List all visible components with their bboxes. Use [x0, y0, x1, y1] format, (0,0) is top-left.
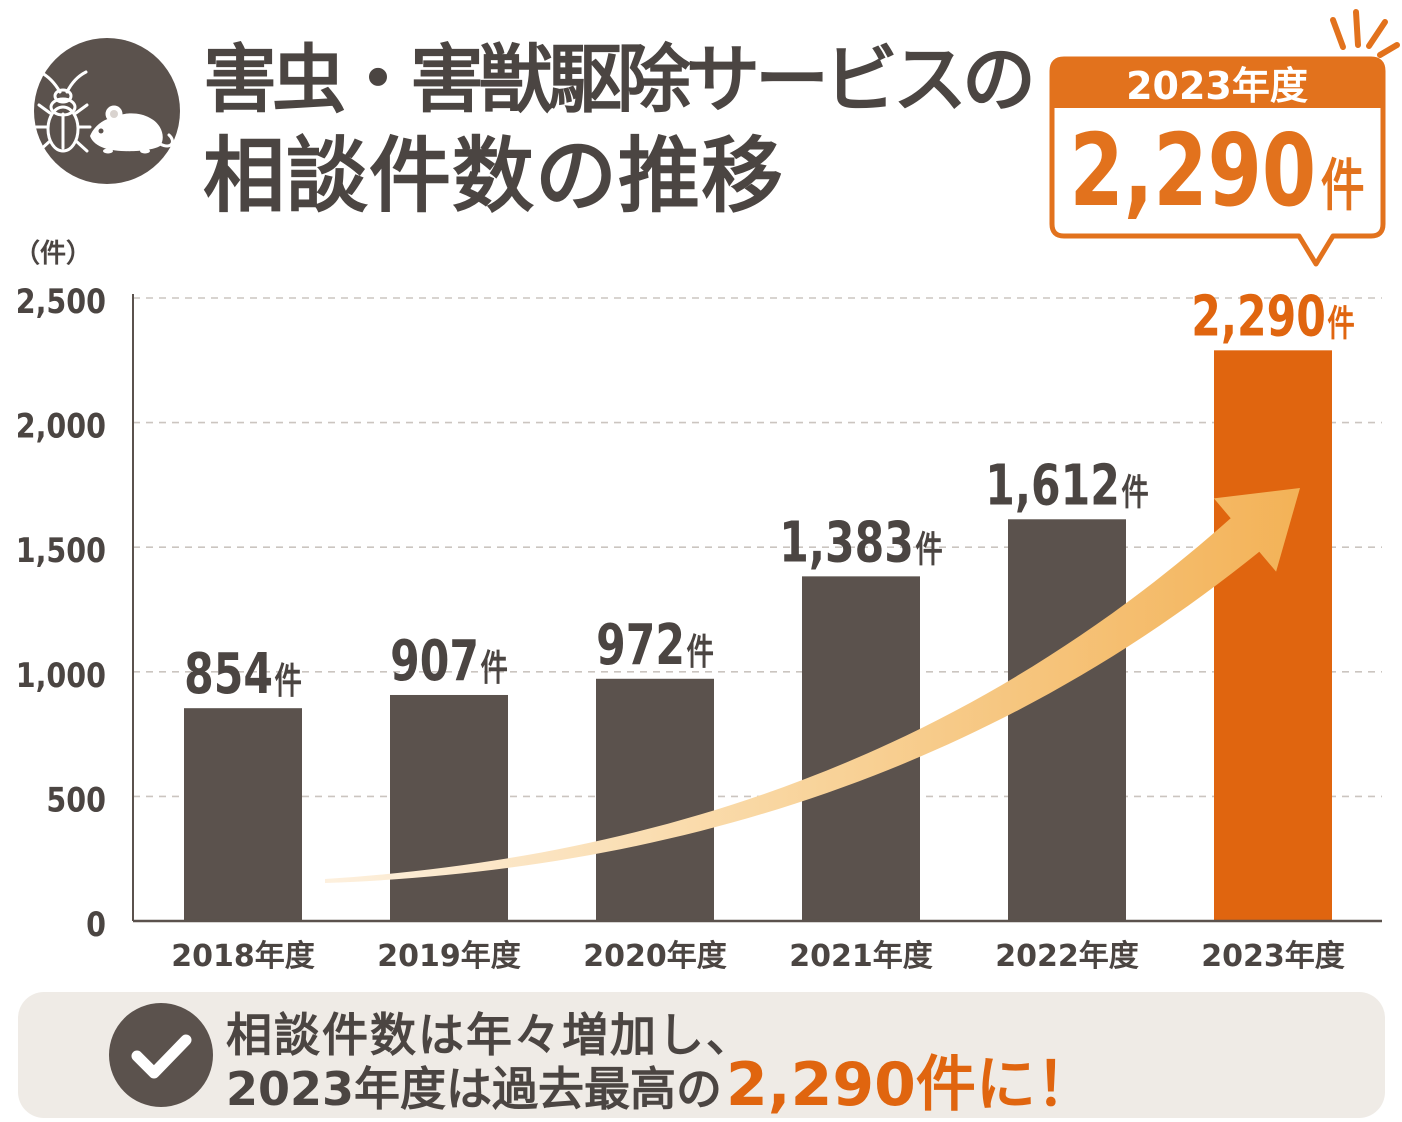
- summary-line-2-group: 2023年度は過去最高の2,290件に！: [226, 1050, 1096, 1120]
- header-pest-icon: [34, 38, 180, 184]
- y-tick-label: 0: [86, 906, 106, 945]
- bar-value-text: 1,612件: [985, 452, 1148, 517]
- bar-value-number: 1,383: [779, 510, 914, 575]
- x-tick-label: 2022年度: [995, 939, 1139, 974]
- x-tick-label: 2021年度: [789, 939, 933, 974]
- bar-value-label: 972件: [596, 612, 714, 677]
- x-tick-label: 2018年度: [171, 939, 315, 974]
- gridlines: [133, 297, 1382, 798]
- y-tick: 500: [46, 781, 106, 820]
- x-tick-label: 2023年度: [1201, 939, 1345, 974]
- y-tick: 2,000: [16, 407, 106, 446]
- summary-line-2: 2023年度は過去最高の: [226, 1062, 722, 1116]
- bar-value-unit: 件: [686, 630, 713, 673]
- y-tick: 1,000: [16, 656, 106, 695]
- bar-value-number: 2,290: [1191, 284, 1326, 349]
- bar-highlight: [1214, 350, 1332, 921]
- callout-unit: 件: [1321, 153, 1365, 219]
- x-tick-label: 2019年度: [377, 939, 521, 974]
- bar-value-label: 1,383件: [779, 510, 942, 575]
- bar-value-number: 1,612: [985, 452, 1120, 517]
- bar-value-unit: 件: [1327, 302, 1354, 345]
- check-circle-icon: [109, 1003, 213, 1107]
- summary-background: [18, 992, 1385, 1118]
- bar: [390, 694, 508, 921]
- bar-value-unit: 件: [480, 646, 507, 689]
- bar-value-number: 854: [184, 641, 273, 706]
- summary-banner: 相談件数は年々増加し、 2023年度は過去最高の2,290件に！: [18, 992, 1385, 1120]
- y-tick-labels: 0 500 1,000 1,500 2,000 2,500: [16, 283, 106, 945]
- summary-highlight: 2,290件に！: [726, 1050, 1096, 1120]
- y-tick-label: 2,500: [16, 283, 106, 322]
- chart-title-line-2: 相談件数の推移: [203, 129, 784, 224]
- y-tick-label: 1,500: [16, 532, 106, 571]
- callout-header-band: [1052, 59, 1383, 108]
- bar: [596, 678, 714, 921]
- bar: [1008, 519, 1126, 921]
- bar-value-label: 907件: [390, 628, 508, 693]
- x-tick-labels: 2018年度 2019年度 2020年度 2021年度 2022年度 2023年度: [171, 939, 1345, 974]
- callout-value-text: 2,290件: [1069, 114, 1364, 230]
- bar: [184, 708, 302, 921]
- bar-value-text: 907件: [390, 628, 508, 693]
- x-tick-label: 2020年度: [583, 939, 727, 974]
- callout-box: 2023年度 2,290件: [1049, 56, 1386, 267]
- callout-value-group: 2,290件: [1069, 114, 1364, 230]
- bar-value-number: 972: [596, 612, 685, 677]
- chart-title-line-1: 害虫・害獣駆除サービスの: [203, 37, 1031, 123]
- y-tick: 1,500: [16, 532, 106, 571]
- y-tick-label: 2,000: [16, 407, 106, 446]
- bar-value-text: 2,290件: [1191, 284, 1354, 349]
- y-axis-unit-label: （件）: [14, 239, 92, 269]
- sparkle-icon: [1330, 9, 1400, 58]
- bar-value-label: 854件: [184, 641, 302, 706]
- cockroach-icon: [34, 70, 92, 153]
- bar-value-text: 854件: [184, 641, 302, 706]
- callout-year: 2023年度: [1126, 64, 1308, 108]
- bar-value-text: 972件: [596, 612, 714, 677]
- mouse-icon: [90, 105, 174, 154]
- y-tick: 0: [86, 906, 106, 945]
- y-tick: 2,500: [16, 283, 106, 322]
- bar-value-unit: 件: [1121, 471, 1148, 514]
- bar-value-number: 907: [390, 628, 479, 693]
- y-tick-label: 500: [46, 781, 106, 820]
- callout-value: 2,290: [1069, 114, 1316, 230]
- y-tick-label: 1,000: [16, 656, 106, 695]
- bar-value-label: 1,612件: [985, 452, 1148, 517]
- bar-value-text: 1,383件: [779, 510, 942, 575]
- bars: [184, 350, 1332, 921]
- bar-value-label: 2,290件: [1191, 284, 1354, 349]
- bar-value-unit: 件: [915, 528, 942, 571]
- summary-line-1: 相談件数は年々増加し、: [226, 1008, 754, 1062]
- bar-value-unit: 件: [274, 659, 301, 702]
